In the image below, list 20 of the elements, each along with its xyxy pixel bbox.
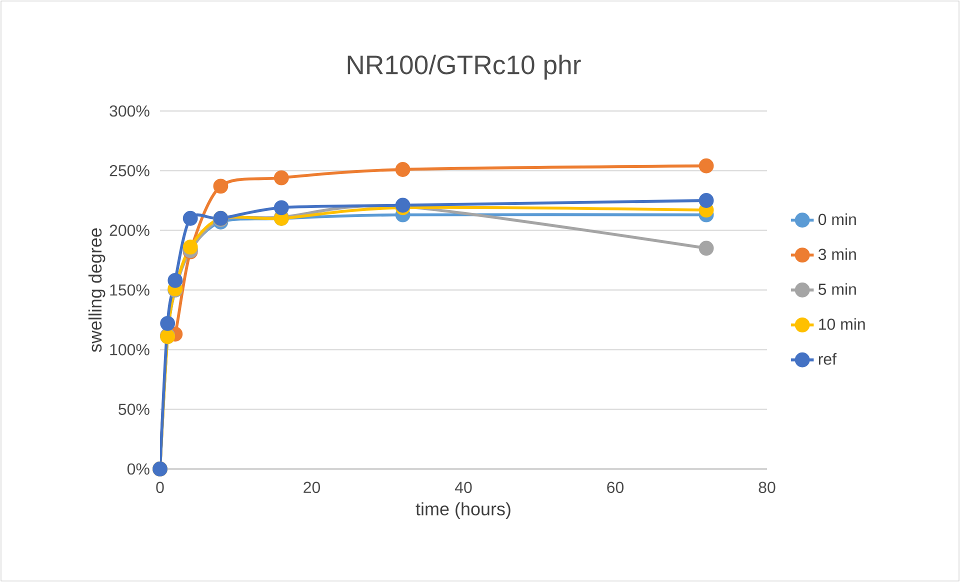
y-tick-label: 300% [110, 105, 150, 117]
x-tick-label: 40 [454, 482, 472, 494]
y-tick-label: 50% [118, 404, 150, 415]
legend-label: 5 min [818, 283, 856, 295]
y-tick-label: 150% [110, 284, 150, 296]
legend-label: 0 min [818, 213, 856, 226]
y-tick-label: 250% [110, 165, 150, 176]
x-tick-label: 80 [758, 482, 776, 494]
y-axis-title: swelling degree [88, 228, 106, 352]
x-axis-title: time (hours) [416, 502, 510, 519]
x-tick-label: 20 [304, 482, 320, 494]
legend-label: 3 min [818, 248, 856, 260]
legend-label: ref [818, 353, 837, 365]
y-tick-label: 0% [127, 463, 150, 475]
x-tick-label: 0 [156, 482, 164, 494]
y-tick-label: 100% [110, 344, 150, 356]
chart-title: NR100/GTRc10 phr [348, 54, 581, 80]
x-tick-label: 60 [607, 482, 624, 494]
legend-label: 10 min [819, 318, 865, 330]
y-tick-label: 200% [110, 224, 150, 236]
